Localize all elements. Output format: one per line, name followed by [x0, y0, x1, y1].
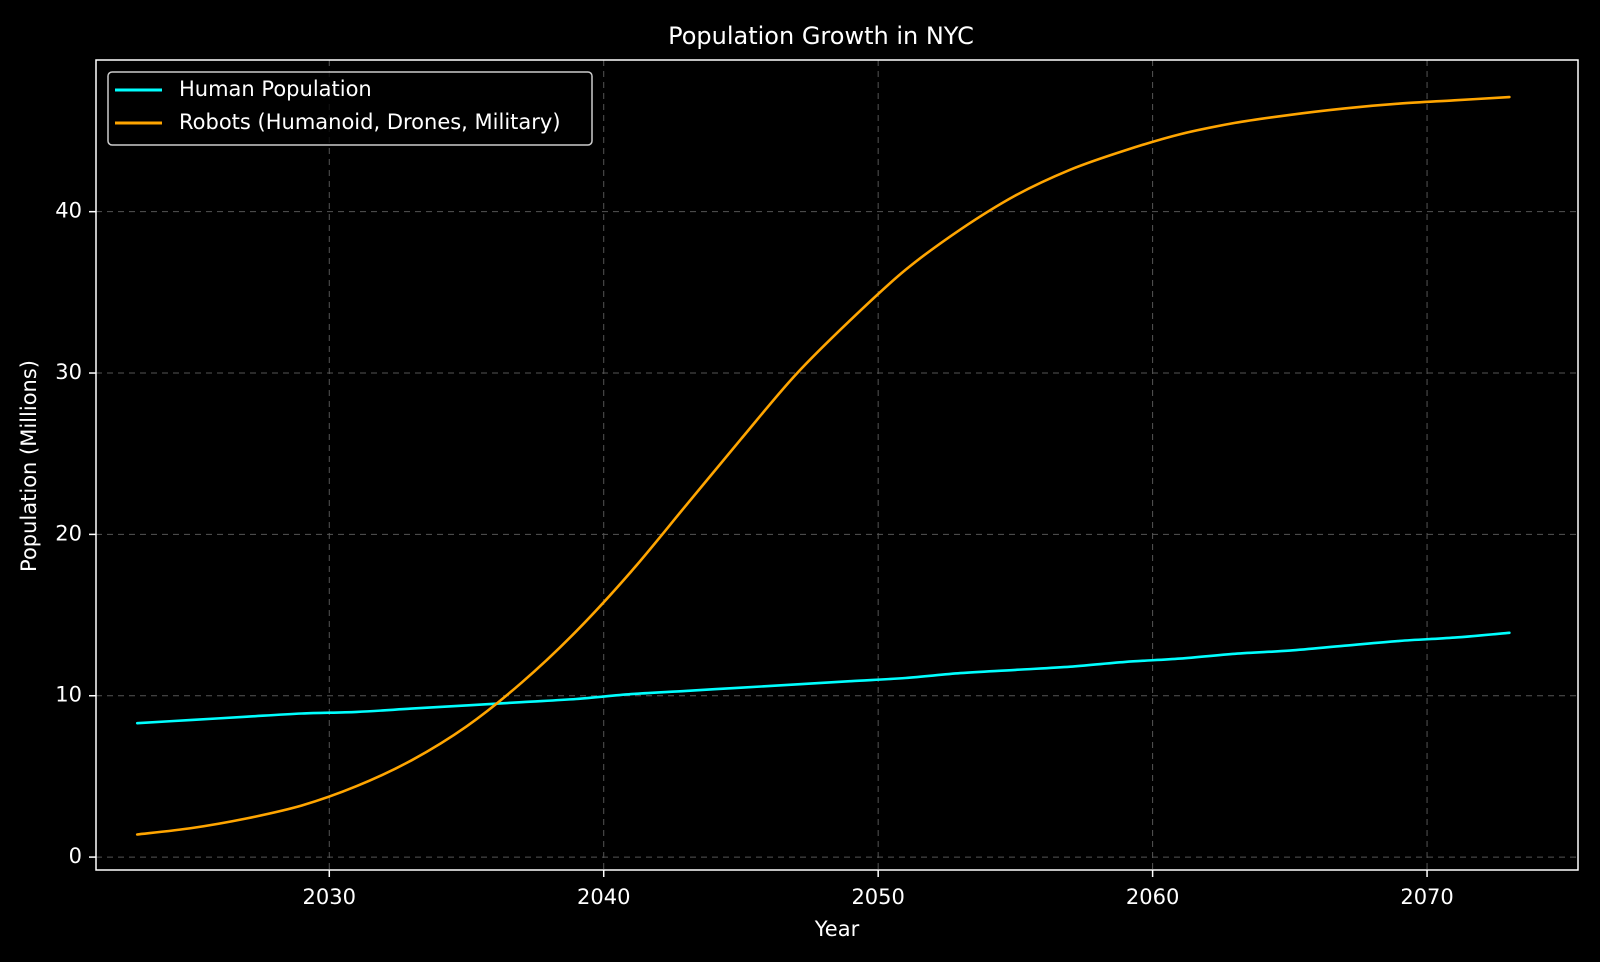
y-axis-label: Population (Millions) — [17, 360, 41, 572]
series-line-robots — [135, 95, 1511, 836]
series-lines — [135, 95, 1511, 836]
y-tick-label-0: 0 — [69, 844, 82, 868]
legend: Human Population Robots (Humanoid, Drone… — [107, 71, 593, 146]
grid — [96, 60, 1578, 870]
legend-box — [107, 71, 593, 146]
y-tick-label-30: 30 — [55, 360, 82, 384]
x-tick-label-2040: 2040 — [577, 885, 630, 909]
x-axis-ticks: 2030 2040 2050 2060 2070 — [303, 870, 1454, 909]
y-axis-ticks: 0 10 20 30 40 — [55, 199, 96, 868]
chart-title: Population Growth in NYC — [668, 22, 974, 50]
x-tick-label-2070: 2070 — [1400, 885, 1453, 909]
x-axis-label: Year — [814, 917, 860, 941]
x-tick-label-2030: 2030 — [303, 885, 356, 909]
x-tick-label-2060: 2060 — [1126, 885, 1179, 909]
legend-label-human: Human Population — [179, 77, 372, 101]
y-tick-label-40: 40 — [55, 199, 82, 223]
y-tick-label-10: 10 — [55, 683, 82, 707]
x-tick-label-2050: 2050 — [851, 885, 904, 909]
series-line-human — [135, 631, 1511, 725]
y-tick-label-20: 20 — [55, 521, 82, 545]
legend-label-robots: Robots (Humanoid, Drones, Military) — [179, 110, 561, 134]
plot-frame — [95, 59, 1579, 871]
